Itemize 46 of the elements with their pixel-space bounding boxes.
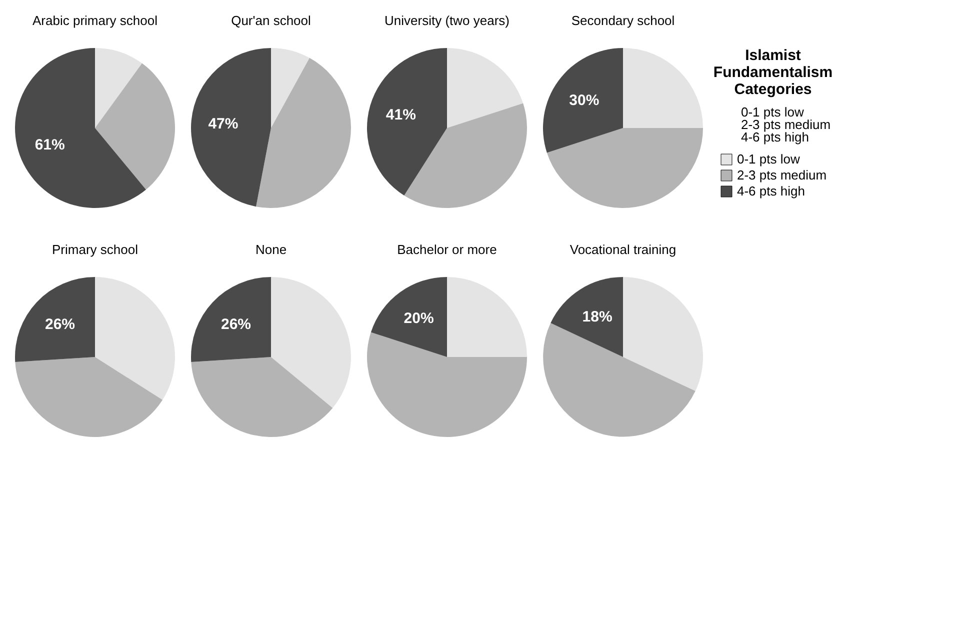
pie-slice xyxy=(95,277,175,400)
chart-title: Vocational training xyxy=(570,242,676,257)
legend-label: 2-3 pts medium xyxy=(737,168,827,182)
legend-label: 0-1 pts low xyxy=(737,152,800,166)
legend-label: 4-6 pts high xyxy=(737,184,805,198)
pie-slice xyxy=(271,277,351,408)
data-label: 41% xyxy=(386,106,416,124)
data-label: 26% xyxy=(44,316,76,334)
data-label: 47% xyxy=(208,115,238,132)
data-label: 20% xyxy=(404,310,434,328)
chart-title: University (two years) xyxy=(384,13,510,28)
chart-title: Qur'an school xyxy=(231,13,312,28)
text: 2-3 pts medium xyxy=(741,117,831,132)
pie-slice xyxy=(15,48,146,208)
pie-slice xyxy=(367,332,527,437)
chart-title: Bachelor or more xyxy=(397,242,497,257)
pie-slice xyxy=(447,48,524,128)
text: 0-1 pts low xyxy=(741,104,804,120)
pie-slice xyxy=(15,357,163,437)
data-label: 61% xyxy=(34,136,65,154)
pie-slice xyxy=(95,63,175,190)
pie-slice xyxy=(95,48,142,128)
pie-slice xyxy=(543,322,696,437)
pie-slice xyxy=(271,48,310,128)
data-label: 18% xyxy=(582,308,612,326)
pie-slice xyxy=(623,277,703,392)
pie-slice xyxy=(191,357,333,437)
pie-slice xyxy=(370,277,447,357)
pie-slice xyxy=(367,48,447,196)
pie-slice xyxy=(191,48,271,207)
pie-slice xyxy=(623,48,703,128)
pie-slice xyxy=(447,277,527,357)
pie-slice xyxy=(256,58,351,208)
chart-title: None xyxy=(255,242,287,257)
chart-title: Arabic primary school xyxy=(32,13,158,28)
chart-title: Secondary school xyxy=(571,13,675,28)
pie-slice xyxy=(191,277,271,362)
pie-slice xyxy=(543,48,623,153)
data-label: 30% xyxy=(569,92,600,109)
pie-slice xyxy=(550,277,623,357)
pie-slice xyxy=(15,277,95,362)
data-label: 26% xyxy=(220,316,252,334)
chart-title: Primary school xyxy=(52,242,138,257)
pie-slice xyxy=(546,128,703,208)
legend-title: Islamist Fundamentalism Categories xyxy=(713,47,833,98)
text: 4-6 pts high xyxy=(741,130,809,145)
